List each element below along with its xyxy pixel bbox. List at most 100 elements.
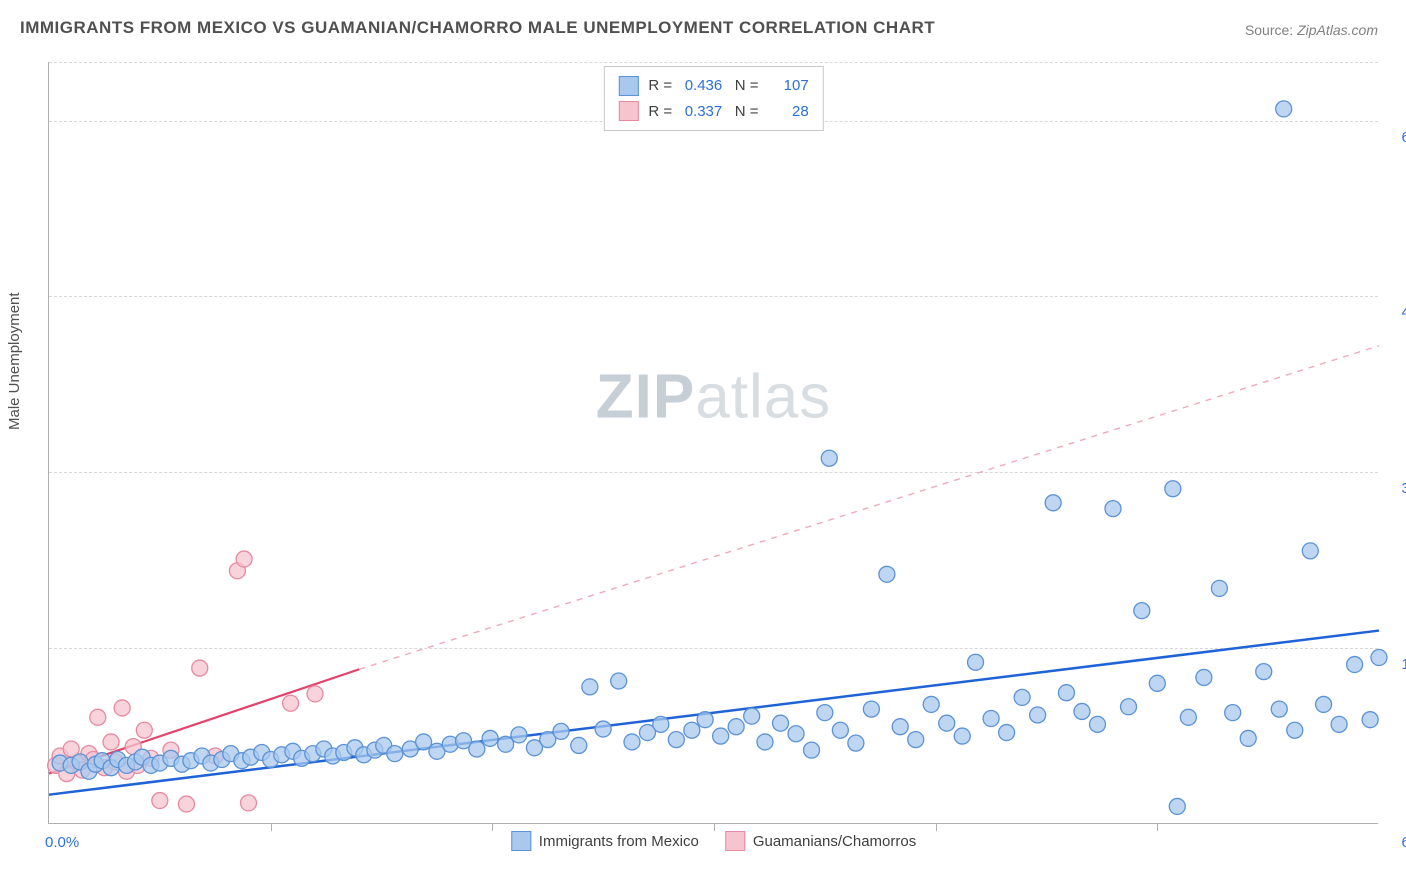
data-point (307, 686, 323, 702)
source-value: ZipAtlas.com (1297, 22, 1378, 38)
data-point (1180, 709, 1196, 725)
legend-stat-text: R = 0.337 N = 28 (648, 99, 808, 125)
data-point (136, 722, 152, 738)
data-point (832, 722, 848, 738)
data-point (821, 450, 837, 466)
data-point (788, 726, 804, 742)
data-point (668, 732, 684, 748)
data-point (968, 654, 984, 670)
source-attribution: Source: ZipAtlas.com (1245, 22, 1378, 38)
data-point (1276, 101, 1292, 117)
data-point (582, 679, 598, 695)
data-point (192, 660, 208, 676)
legend-series: Immigrants from Mexico Guamanians/Chamorr… (511, 831, 916, 851)
data-point (954, 728, 970, 744)
data-point (804, 742, 820, 758)
y-tick-label: 45.0% (1401, 304, 1406, 321)
data-point (999, 725, 1015, 741)
data-point (817, 705, 833, 721)
data-point (908, 732, 924, 748)
data-point (178, 796, 194, 812)
source-label: Source: (1245, 22, 1293, 38)
y-tick-label: 15.0% (1401, 656, 1406, 673)
data-point (684, 722, 700, 738)
data-point (653, 716, 669, 732)
data-point (1074, 703, 1090, 719)
data-point (1362, 712, 1378, 728)
data-point (1030, 707, 1046, 723)
data-point (983, 710, 999, 726)
data-point (1169, 798, 1185, 814)
data-point (1302, 543, 1318, 559)
data-point (1089, 716, 1105, 732)
data-point (1240, 730, 1256, 746)
data-point (1371, 650, 1387, 666)
data-point (923, 696, 939, 712)
data-point (1196, 669, 1212, 685)
data-point (103, 734, 119, 750)
legend-series-item: Immigrants from Mexico (511, 831, 699, 851)
data-point (241, 795, 257, 811)
plot-svg (49, 62, 1378, 823)
data-point (1045, 495, 1061, 511)
chart-container: IMMIGRANTS FROM MEXICO VS GUAMANIAN/CHAM… (0, 0, 1406, 892)
data-point (939, 715, 955, 731)
chart-title: IMMIGRANTS FROM MEXICO VS GUAMANIAN/CHAM… (20, 18, 935, 38)
data-point (892, 719, 908, 735)
data-point (152, 793, 168, 809)
data-point (757, 734, 773, 750)
data-point (863, 701, 879, 717)
legend-series-label: Guamanians/Chamorros (753, 833, 916, 850)
plot-area: ZIPatlas R = 0.436 N = 107R = 0.337 N = … (48, 62, 1378, 824)
x-min-label: 0.0% (45, 834, 79, 851)
legend-correlation: R = 0.436 N = 107R = 0.337 N = 28 (603, 66, 823, 131)
data-point (1331, 716, 1347, 732)
legend-series-item: Guamanians/Chamorros (725, 831, 916, 851)
legend-swatch (725, 831, 745, 851)
data-point (1058, 685, 1074, 701)
data-point (624, 734, 640, 750)
data-point (1256, 664, 1272, 680)
y-axis-label: Male Unemployment (6, 292, 23, 430)
data-point (90, 709, 106, 725)
data-point (728, 719, 744, 735)
data-point (1225, 705, 1241, 721)
data-point (1211, 580, 1227, 596)
data-point (1149, 675, 1165, 691)
legend-series-label: Immigrants from Mexico (539, 833, 699, 850)
data-point (1316, 696, 1332, 712)
data-point (879, 566, 895, 582)
data-point (1165, 481, 1181, 497)
legend-stat-text: R = 0.436 N = 107 (648, 73, 808, 99)
data-point (1121, 699, 1137, 715)
data-point (848, 735, 864, 751)
data-point (571, 737, 587, 753)
data-point (511, 727, 527, 743)
data-point (1014, 689, 1030, 705)
data-point (114, 700, 130, 716)
data-point (1134, 603, 1150, 619)
data-point (744, 708, 760, 724)
data-point (553, 723, 569, 739)
y-tick-label: 60.0% (1401, 129, 1406, 146)
data-point (713, 728, 729, 744)
data-point (387, 746, 403, 762)
data-point (611, 673, 627, 689)
data-point (236, 551, 252, 567)
data-point (1105, 501, 1121, 517)
data-point (595, 721, 611, 737)
data-point (469, 741, 485, 757)
data-point (697, 712, 713, 728)
data-point (1271, 701, 1287, 717)
data-point (482, 730, 498, 746)
legend-swatch (618, 101, 638, 121)
data-point (773, 715, 789, 731)
data-point (283, 695, 299, 711)
legend-correlation-row: R = 0.337 N = 28 (618, 99, 808, 125)
y-tick-label: 30.0% (1401, 480, 1406, 497)
legend-swatch (511, 831, 531, 851)
legend-swatch (618, 76, 638, 96)
legend-correlation-row: R = 0.436 N = 107 (618, 73, 808, 99)
data-point (1287, 722, 1303, 738)
data-point (1347, 657, 1363, 673)
